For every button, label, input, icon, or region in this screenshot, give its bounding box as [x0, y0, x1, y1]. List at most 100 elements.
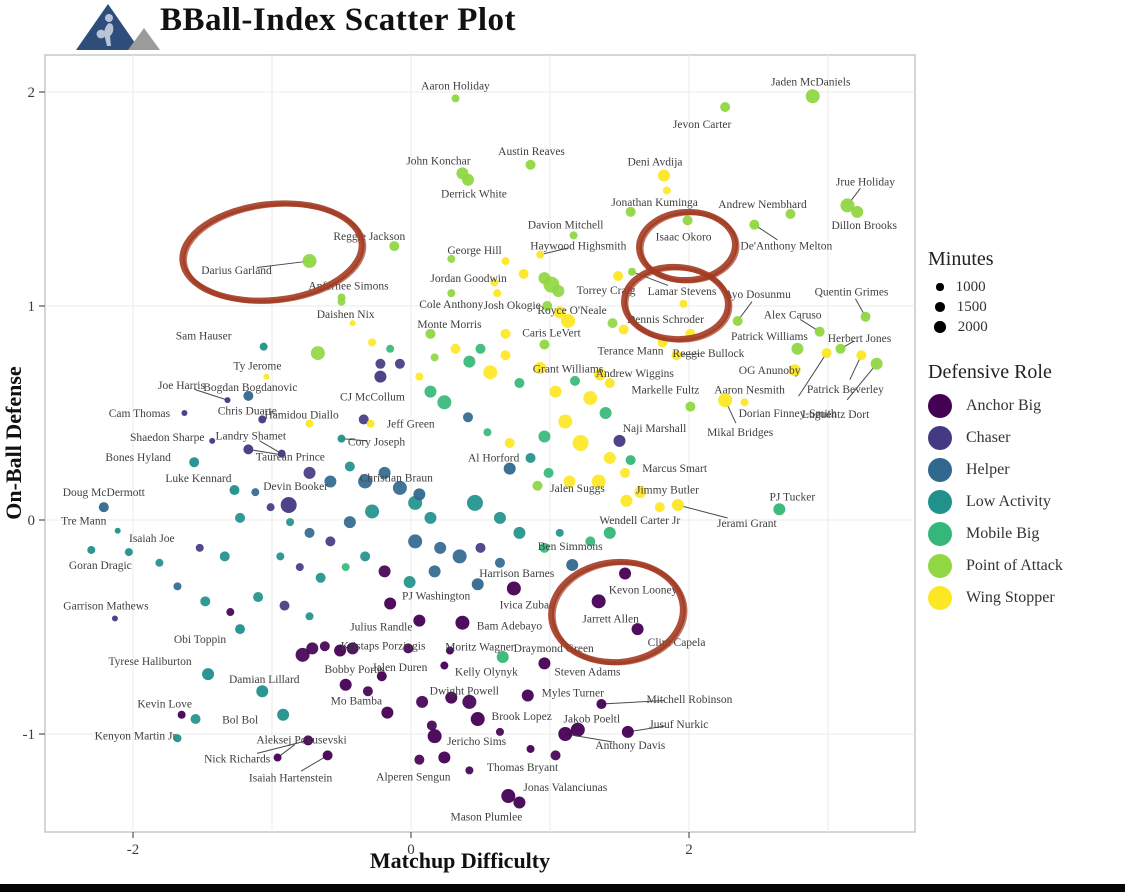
scatter-point [583, 391, 598, 406]
player-label: Reggie Jackson [333, 231, 405, 243]
scatter-point [555, 528, 564, 537]
player-dot [671, 350, 682, 361]
scatter-point [504, 437, 515, 448]
scatter-point [591, 474, 606, 489]
player-label: Isaiah Hartenstein [249, 772, 333, 784]
label-leader-line [846, 363, 878, 401]
player-label: Alperen Sengun [376, 772, 451, 784]
player-label: Patrick Williams [731, 331, 808, 343]
player-dot [111, 615, 118, 622]
player-label: Josh Okogie [484, 300, 541, 312]
player-dot [860, 311, 871, 322]
player-label: Royce O'Neale [537, 305, 606, 317]
scatter-point [475, 343, 486, 354]
player-dot [603, 526, 616, 539]
player-dot [259, 342, 268, 351]
player-label: Ty Jerome [233, 361, 281, 373]
player-dot [521, 689, 534, 702]
player-dot [455, 615, 470, 630]
player-dot [566, 558, 579, 571]
scatter-point [392, 480, 407, 495]
scatter-point [346, 642, 359, 655]
legend-role-item: Chaser [928, 422, 1123, 454]
player-label: Austin Reaves [498, 146, 565, 158]
scatter-point [424, 385, 437, 398]
label-leader-line [194, 388, 228, 401]
scatter-point [325, 536, 336, 547]
legend-role-item: Helper [928, 454, 1123, 486]
player-dot [438, 751, 451, 764]
player-label: Julius Randle [350, 622, 412, 634]
player-dot [732, 315, 743, 326]
scatter-point [279, 600, 290, 611]
legend-role-label: Point of Attack [966, 557, 1063, 574]
player-label: Herbert Jones [828, 333, 892, 345]
scatter-point [662, 186, 671, 195]
scatter-point [424, 511, 437, 524]
logo-player-body [104, 23, 114, 46]
player-dot [445, 691, 458, 704]
scatter-point [585, 536, 596, 547]
legend-role-swatch [928, 586, 952, 610]
scatter-point [466, 494, 483, 511]
player-label: Monte Morris [417, 319, 482, 331]
player-label: Lamar Stevens [648, 286, 717, 298]
label-leader-line [256, 260, 310, 269]
player-label: John Konchar [406, 155, 470, 167]
player-label: Nick Richards [204, 753, 271, 765]
scatter-point [358, 414, 369, 425]
player-dot [425, 328, 436, 339]
player-label: Jerami Grant [717, 518, 778, 530]
player-dot [685, 401, 696, 412]
player-dot [374, 370, 387, 383]
player-dot [569, 231, 578, 240]
player-label: Alex Caruso [764, 310, 822, 322]
scatter-point [426, 720, 437, 731]
scatter-point [534, 362, 547, 375]
legend-role-swatch [928, 522, 952, 546]
scatter-point [276, 552, 285, 561]
scatter-point [403, 643, 414, 654]
player-label: Sam Hauser [176, 331, 232, 343]
scatter-point [500, 328, 511, 339]
player-label: Thomas Bryant [487, 762, 559, 774]
player-label: De'Anthony Melton [740, 241, 832, 253]
player-dot [805, 89, 820, 104]
y-tick-label: -1 [23, 727, 36, 743]
scatter-point [155, 558, 164, 567]
player-label: Derrick White [441, 189, 507, 201]
y-tick-label: 1 [28, 299, 36, 315]
player-dot [679, 299, 688, 308]
scatter-point [295, 563, 304, 572]
player-dot [496, 650, 509, 663]
player-label: Terance Mann [598, 345, 664, 357]
scatter-point [360, 551, 371, 562]
player-label: Jakob Poeltl [564, 714, 621, 726]
scatter-point [375, 358, 386, 369]
legend-minutes-items: 1000 1500 2000 [928, 277, 1123, 337]
player-label: Landry Shamet [215, 431, 286, 443]
player-label: Luke Kennard [165, 473, 231, 485]
player-dot [657, 169, 670, 182]
player-dot [501, 257, 510, 266]
player-label: Aaron Holiday [421, 80, 490, 92]
red-annotation-circle [551, 561, 688, 666]
player-dot [447, 289, 456, 298]
scatter-point [173, 582, 182, 591]
legend-role-item: Wing Stopper [928, 582, 1123, 614]
player-label: Mitchell Robinson [646, 694, 732, 706]
player-label: Andrew Nembhard [718, 199, 807, 211]
label-leader-line [601, 699, 665, 705]
scatter-point [266, 503, 275, 512]
player-dot [305, 419, 314, 428]
player-dot [591, 594, 606, 609]
scatter-point [306, 642, 319, 655]
player-dot [273, 753, 282, 762]
x-tick-label: 2 [685, 842, 693, 858]
player-label: Steven Adams [554, 666, 621, 678]
player-dot [177, 710, 186, 719]
player-dot [840, 198, 855, 213]
player-dot [349, 320, 356, 327]
player-label: Mason Plumlee [450, 811, 522, 823]
scatter-point [450, 343, 461, 354]
